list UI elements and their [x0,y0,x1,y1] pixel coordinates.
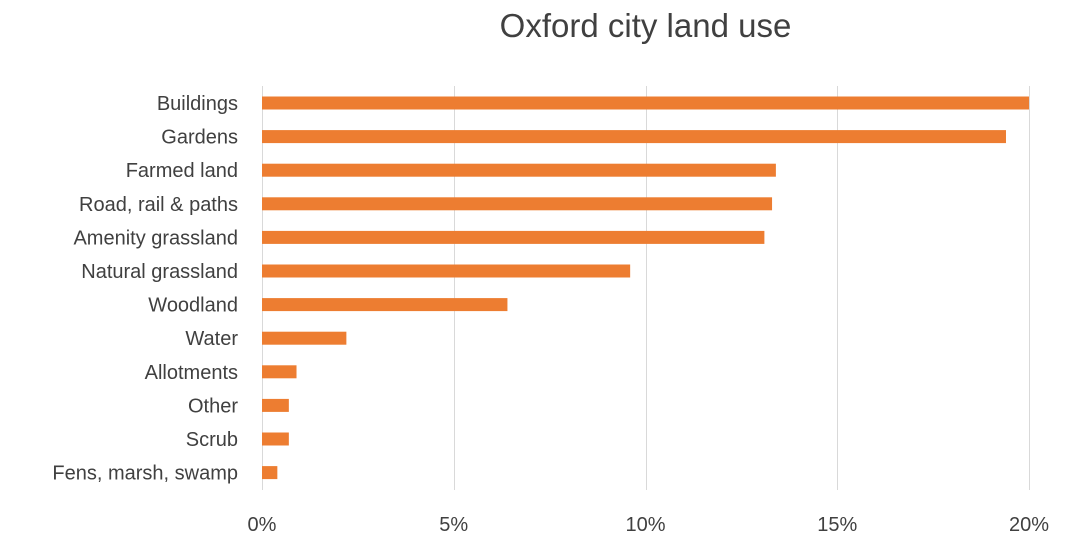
x-tick-label: 5% [439,514,468,536]
x-tick-label: 15% [817,514,857,536]
category-label: Road, rail & paths [79,194,238,216]
x-tick-label: 20% [1009,514,1049,536]
category-labels: Buildings Gardens Farmed land Road, rail & … [52,93,238,485]
bar [262,331,347,345]
category-label: Woodland [148,295,238,317]
bar [262,163,776,177]
bar [262,96,1029,110]
category-label: Gardens [161,127,238,149]
category-label: Fens, marsh, swamp [52,463,238,485]
category-label: Water [185,328,238,350]
category-label: Buildings [157,93,238,115]
bar [262,365,297,379]
bar [262,298,508,312]
bar [262,398,289,412]
gridlines [262,86,1030,490]
category-label: Other [188,395,238,417]
bar [262,197,773,211]
category-label: Scrub [186,429,238,451]
x-tick-labels: 0% 5% 10% 15% 20% [248,514,1050,536]
bar [262,230,765,244]
category-label: Amenity grassland [73,227,238,249]
chart-title: Oxford city land use [499,7,792,44]
bar [262,264,631,278]
category-label: Allotments [145,362,238,384]
bars [262,96,1029,480]
category-label: Farmed land [126,160,238,182]
x-tick-label: 0% [248,514,277,536]
x-tick-label: 10% [625,514,665,536]
category-label: Natural grassland [81,261,238,283]
bar [262,466,278,480]
bar [262,130,1006,144]
bar [262,432,289,446]
